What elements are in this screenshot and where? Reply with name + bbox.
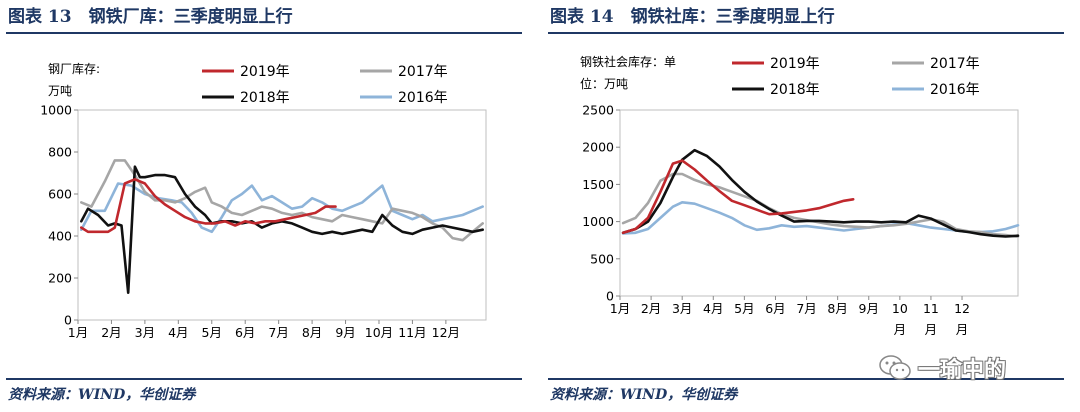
x-tick-label: 2月 <box>641 301 661 316</box>
steel-mill-inventory-chart: 钢厂库存: 万吨 0 200 400 600 800 1000 1月 2月 3月 4月 5月 6月 7月 8月… <box>40 61 487 340</box>
x-tick-label: 9月 <box>335 325 355 340</box>
chart-title: 图表 13 钢铁厂库：三季度明显上行 <box>8 7 293 27</box>
series-line-2016 <box>621 201 1020 235</box>
x-tick-label: 5月 <box>734 301 754 316</box>
x-tick-label: 10 <box>892 301 908 316</box>
axis-unit-label: 钢厂库存: <box>48 61 100 76</box>
legend-label-2018: 2018年 <box>770 82 820 98</box>
x-tick-label: 3月 <box>135 325 155 340</box>
x-tick-label-unit: 月 <box>925 322 938 337</box>
legend-label-2018: 2018年 <box>240 90 290 106</box>
x-tick-label: 2月 <box>101 325 121 340</box>
axis-unit-label: 钢铁社会库存：单 <box>580 54 676 69</box>
x-tick-label: 12月 <box>432 325 460 340</box>
x-tick-label: 1月 <box>610 301 630 316</box>
y-tick-label: 1000 <box>40 103 72 118</box>
y-tick-label: 1500 <box>582 177 614 192</box>
series-line-2019 <box>80 178 337 234</box>
source-rule <box>6 378 522 380</box>
plot-frame <box>77 109 487 321</box>
watermark: 一瑜中的 <box>878 348 1006 388</box>
y-tick-label: 800 <box>48 145 72 160</box>
x-tick-label: 11 <box>923 301 939 316</box>
wechat-icon <box>879 355 911 380</box>
series-line-2018 <box>621 148 1020 238</box>
y-tick-label: 0 <box>606 289 614 304</box>
x-tick-label: 6月 <box>235 325 255 340</box>
series-line-2017 <box>621 172 1020 238</box>
left-panel: 图表 13 钢铁厂库：三季度明显上行 钢厂库存: 万吨 0 200 400 600 800 1… <box>6 0 528 412</box>
x-tick-label: 3月 <box>672 301 692 316</box>
x-tick-label: 10月 <box>365 325 393 340</box>
x-tick-label: 8月 <box>827 301 847 316</box>
legend-label-2017: 2017年 <box>398 64 448 80</box>
legend-label-2017: 2017年 <box>930 56 980 72</box>
plot-frame <box>619 109 1019 297</box>
y-tick-label: 0 <box>64 313 72 328</box>
y-tick-label: 200 <box>48 271 72 286</box>
series-line-2018 <box>80 165 485 294</box>
series-line-2017 <box>80 159 485 242</box>
x-tick-label: 11月 <box>398 325 426 340</box>
y-tick-label: 1000 <box>582 214 614 229</box>
axis-unit-label: 万吨 <box>48 84 72 98</box>
source-rule <box>548 378 1064 380</box>
series-line-2019 <box>621 159 855 235</box>
x-tick-label: 9月 <box>859 301 879 316</box>
legend-label-2019: 2019年 <box>770 56 820 72</box>
y-tick-label: 600 <box>48 187 72 202</box>
title-rule <box>548 32 1064 34</box>
steel-social-inventory-chart: 钢铁社会库存：单位：万吨 0 500 1000 1500 2000 2500 1月 2月 3月 4月… <box>580 54 1020 337</box>
series-line-2016 <box>80 182 485 234</box>
source-note: 资料来源：WIND，华创证券 <box>550 387 738 403</box>
x-tick-label: 1月 <box>68 325 88 340</box>
source-note: 资料来源：WIND，华创证券 <box>8 387 196 403</box>
y-tick-label: 2000 <box>582 140 614 155</box>
x-tick-label: 4月 <box>703 301 723 316</box>
x-tick-label-unit: 月 <box>956 322 969 337</box>
title-rule <box>6 32 522 34</box>
legend-label-2016: 2016年 <box>930 82 980 98</box>
x-tick-label: 5月 <box>202 325 222 340</box>
chart-title: 图表 14 钢铁社库：三季度明显上行 <box>550 7 835 27</box>
right-panel: 图表 14 钢铁社库：三季度明显上行 钢铁社会库存：单 位：万吨 0 500 1000 1… <box>548 0 1070 412</box>
x-tick-label: 7月 <box>796 301 816 316</box>
watermark-text: 一瑜中的 <box>918 358 1007 383</box>
axis-unit-label: 位：万吨 <box>580 76 628 91</box>
y-tick-label: 500 <box>590 251 614 266</box>
x-tick-label-unit: 月 <box>894 322 907 337</box>
x-tick-label: 6月 <box>765 301 785 316</box>
y-tick-label: 400 <box>48 229 72 244</box>
legend-label-2016: 2016年 <box>398 90 448 106</box>
y-tick-label: 2500 <box>582 103 614 118</box>
legend-label-2019: 2019年 <box>240 64 290 80</box>
x-tick-label: 12 <box>954 301 970 316</box>
x-tick-label: 7月 <box>268 325 288 340</box>
x-tick-label: 4月 <box>168 325 188 340</box>
x-tick-label: 8月 <box>302 325 322 340</box>
